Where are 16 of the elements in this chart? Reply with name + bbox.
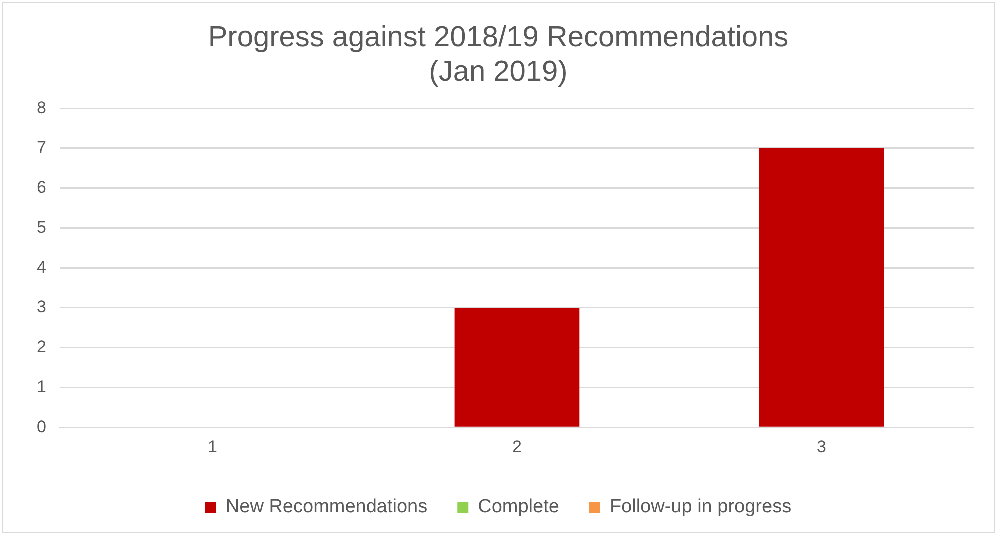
x-tick-label: 3 <box>817 437 826 456</box>
legend-label: Complete <box>478 496 560 518</box>
y-tick-label: 6 <box>36 178 46 198</box>
chart-title: Progress against 2018/19 Recommendations (Jan 2019) <box>208 21 789 88</box>
y-tick-label: 2 <box>36 338 46 357</box>
y-tick-label: 0 <box>36 417 46 436</box>
y-tick-label: 3 <box>36 298 46 317</box>
x-tick-label: 2 <box>512 437 522 456</box>
y-tick-label: 5 <box>36 218 46 237</box>
y-tick-label: 8 <box>36 98 46 118</box>
legend-label: Follow-up in progress <box>610 496 792 518</box>
y-tick-label: 1 <box>36 377 46 396</box>
y-tick-label: 7 <box>36 138 46 158</box>
y-tick-label: 4 <box>36 258 46 277</box>
x-tick-label: 1 <box>208 437 218 456</box>
legend-label: New Recommendations <box>226 496 428 518</box>
